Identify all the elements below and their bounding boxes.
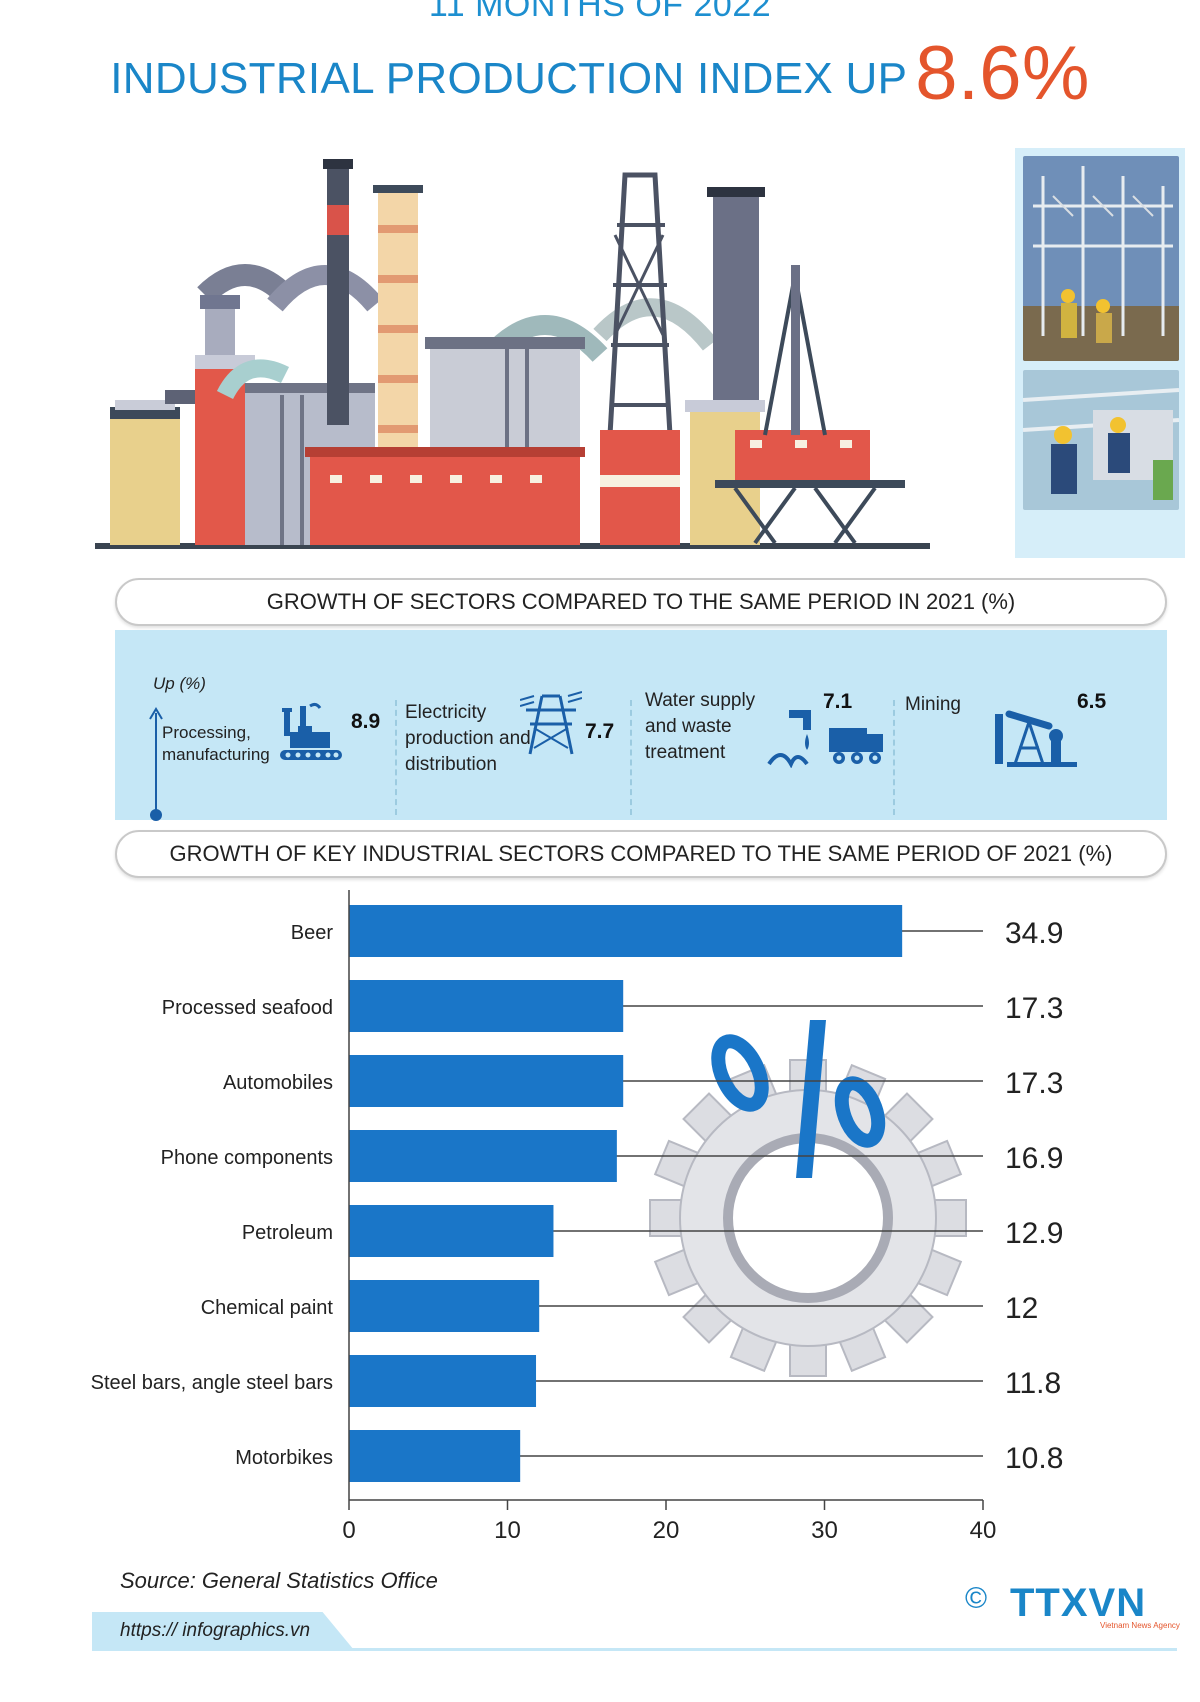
category-label: Automobiles bbox=[223, 1072, 333, 1094]
sector-label-line: Water supply bbox=[645, 690, 756, 711]
bar bbox=[349, 1355, 537, 1407]
copyright-symbol: © bbox=[965, 1582, 988, 1615]
highlight-value: 8.6% bbox=[915, 31, 1090, 116]
value-label: 11.8 bbox=[1005, 1367, 1061, 1400]
sector-label-line: production and bbox=[405, 728, 531, 749]
value-label: 16.9 bbox=[1005, 1142, 1063, 1175]
chart-layer: Beer 34.9 Processed seafood 17.3 Automobiles… bbox=[91, 890, 1063, 1544]
divider bbox=[893, 700, 895, 815]
bar bbox=[349, 1055, 624, 1107]
x-tick-label: 10 bbox=[494, 1517, 521, 1544]
sector-mining-value: 6.5 bbox=[1077, 690, 1107, 713]
sector-processing-label: Processing, manufacturing bbox=[162, 722, 270, 766]
divider bbox=[630, 700, 632, 815]
sector-label-line: manufacturing bbox=[162, 745, 270, 764]
category-label: Petroleum bbox=[242, 1222, 333, 1244]
factory-workers-photo bbox=[1023, 370, 1179, 510]
x-tick-label: 20 bbox=[653, 1517, 680, 1544]
sector-label-line: Mining bbox=[905, 694, 961, 715]
power-station-photo bbox=[1023, 156, 1179, 361]
industrial-plant-illustration bbox=[95, 159, 930, 549]
website-url[interactable]: https:// infographics.vn bbox=[120, 1620, 311, 1641]
key-sectors-title: GROWTH OF KEY INDUSTRIAL SECTORS COMPARE… bbox=[115, 830, 1167, 878]
category-label: Phone components bbox=[161, 1147, 333, 1169]
sector-mining-label: Mining bbox=[905, 692, 961, 718]
power-tower-icon bbox=[520, 691, 582, 755]
value-label: 17.3 bbox=[1005, 992, 1063, 1025]
x-tick-label: 40 bbox=[970, 1517, 997, 1544]
sector-label-line: treatment bbox=[645, 742, 726, 763]
bar bbox=[349, 1205, 554, 1257]
category-label: Chemical paint bbox=[201, 1297, 334, 1319]
factory-icon bbox=[280, 702, 342, 760]
sector-label-line: distribution bbox=[405, 754, 497, 775]
sector-electricity-value: 7.7 bbox=[585, 720, 615, 743]
sector-water-value: 7.1 bbox=[823, 690, 853, 713]
photo-strip bbox=[1015, 148, 1185, 558]
sector-label-line: and waste bbox=[645, 716, 732, 737]
bar bbox=[349, 1430, 521, 1482]
logo-subtext: Vietnam News Agency bbox=[1100, 1621, 1180, 1630]
sector-label-line: Electricity bbox=[405, 702, 487, 723]
value-label: 34.9 bbox=[1005, 917, 1063, 950]
main-title-text: INDUSTRIAL PRODUCTION INDEX UP bbox=[110, 54, 908, 103]
oil-pump-icon bbox=[995, 710, 1077, 767]
value-label: 17.3 bbox=[1005, 1067, 1063, 1100]
sectors-growth-title: GROWTH OF SECTORS COMPARED TO THE SAME P… bbox=[115, 578, 1167, 626]
bar bbox=[349, 980, 624, 1032]
key-sectors-bar-chart: Beer 34.9 Processed seafood 17.3 Automobiles… bbox=[91, 890, 1063, 1544]
x-tick-label: 30 bbox=[811, 1517, 838, 1544]
gear-percent-illustration bbox=[649, 1020, 967, 1377]
bar bbox=[349, 1280, 540, 1332]
value-label: 10.8 bbox=[1005, 1442, 1063, 1475]
value-label: 12 bbox=[1005, 1292, 1038, 1325]
category-label: Steel bars, angle steel bars bbox=[91, 1372, 333, 1394]
category-label: Processed seafood bbox=[162, 997, 333, 1019]
category-label: Beer bbox=[291, 922, 334, 944]
sector-water-label: Water supply and waste treatment bbox=[645, 688, 755, 766]
url-banner bbox=[92, 1612, 354, 1650]
sector-processing-value: 8.9 bbox=[351, 710, 381, 733]
sector-electricity-label: Electricity production and distribution bbox=[405, 700, 531, 778]
category-label: Motorbikes bbox=[235, 1447, 333, 1469]
source-note: Source: General Statistics Office bbox=[120, 1568, 438, 1593]
up-arrow-icon bbox=[149, 707, 163, 821]
bar bbox=[349, 1130, 617, 1182]
ttxvn-logo: TTXVN Vietnam News Agency bbox=[1010, 1582, 1180, 1630]
divider bbox=[395, 700, 397, 815]
value-label: 12.9 bbox=[1005, 1217, 1063, 1250]
bottom-rule bbox=[92, 1648, 1177, 1651]
subtitle: 11 MONTHS OF 2022 bbox=[428, 0, 772, 24]
water-tap-truck-icon bbox=[767, 710, 883, 768]
main-title: INDUSTRIAL PRODUCTION INDEX UP 8.6% bbox=[0, 30, 1200, 117]
sectors-growth-panel: Up (%) Processing, manufacturing 8.9 Ele… bbox=[115, 630, 1167, 821]
logo-text: TTXVN bbox=[1010, 1582, 1146, 1625]
sector-label-line: Processing, bbox=[162, 723, 251, 742]
bar bbox=[349, 905, 903, 957]
up-percent-label: Up (%) bbox=[153, 674, 206, 693]
x-tick-label: 0 bbox=[342, 1517, 355, 1544]
